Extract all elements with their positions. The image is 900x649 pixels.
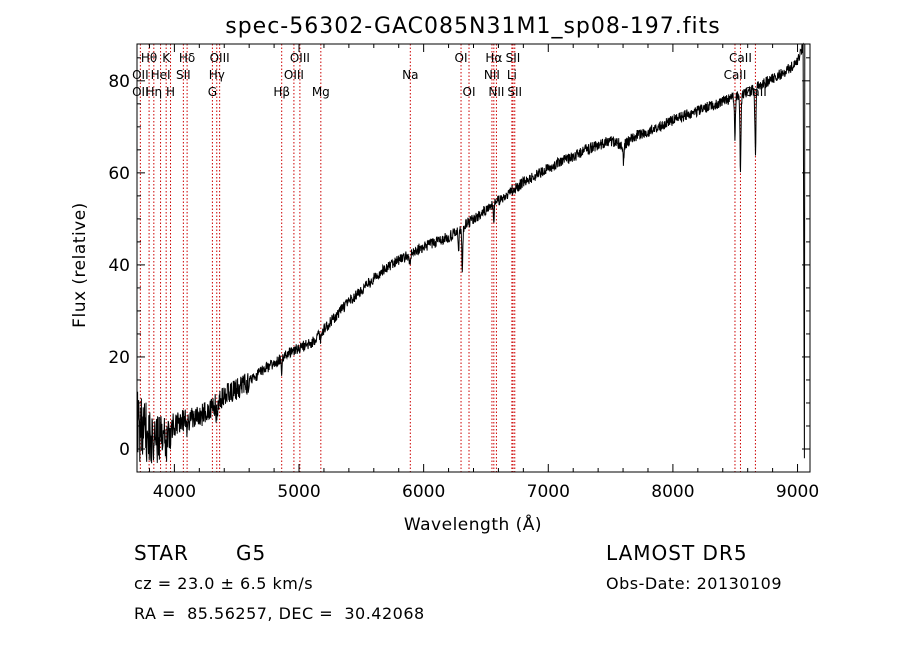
line-label: CaII	[724, 68, 747, 82]
x-tick-label: 8000	[651, 482, 694, 502]
line-label: H	[166, 85, 175, 99]
line-label: Hθ	[141, 51, 157, 65]
y-axis-label: Flux (relative)	[70, 202, 90, 328]
line-label: OIII	[284, 68, 304, 82]
line-label: NII	[488, 85, 504, 99]
line-label: SII	[507, 85, 522, 99]
object-subclass: G5	[236, 541, 267, 565]
x-axis-label: Wavelength (Å)	[404, 513, 542, 535]
line-label: OII	[132, 85, 149, 99]
survey-name: LAMOST DR5	[606, 541, 748, 565]
x-tick-label: 5000	[277, 482, 320, 502]
line-label: Hα	[485, 51, 502, 65]
line-label: OI	[463, 85, 476, 99]
line-label: OII	[132, 68, 149, 82]
line-label: SII	[506, 51, 521, 65]
y-tick-label: 0	[119, 440, 130, 460]
line-label: G	[208, 85, 217, 99]
y-tick-label: 80	[108, 72, 130, 92]
spectral-line-markers	[139, 44, 756, 472]
chart-title: spec-56302-GAC085N31M1_sp08-197.fits	[225, 14, 721, 39]
y-axis: 0 20 40 60 80	[108, 57, 810, 473]
line-label: Hγ	[209, 68, 225, 82]
coordinates: RA = 85.56257, DEC = 30.42068	[134, 604, 425, 623]
y-tick-label: 60	[108, 164, 130, 184]
line-label: Na	[402, 68, 418, 82]
redshift-cz: cz = 23.0 ± 6.5 km/s	[134, 574, 314, 593]
line-label: HeI	[151, 68, 171, 82]
observation-date: Obs-Date: 20130109	[606, 574, 783, 593]
spectrum-line	[136, 42, 806, 464]
line-label: CaII	[729, 51, 752, 65]
y-tick-label: 20	[108, 348, 130, 368]
x-axis: 4000 5000 6000 7000 8000 9000	[148, 44, 819, 502]
line-label: Hβ	[273, 85, 290, 99]
line-label: Mg	[312, 85, 330, 99]
x-tick-label: 7000	[527, 482, 570, 502]
line-label: K	[162, 51, 171, 65]
line-label: Hη	[146, 85, 163, 99]
x-tick-label: 6000	[402, 482, 445, 502]
line-label: NII	[484, 68, 500, 82]
x-tick-label: 9000	[776, 482, 819, 502]
line-label: OI	[455, 51, 468, 65]
object-class: STAR	[134, 541, 189, 565]
line-label: Li	[507, 68, 517, 82]
line-label: SII	[176, 68, 191, 82]
line-label: OIII	[210, 51, 230, 65]
y-tick-label: 40	[108, 256, 130, 276]
x-tick-label: 4000	[153, 482, 196, 502]
line-label: OIII	[290, 51, 310, 65]
line-label: Hδ	[179, 51, 195, 65]
